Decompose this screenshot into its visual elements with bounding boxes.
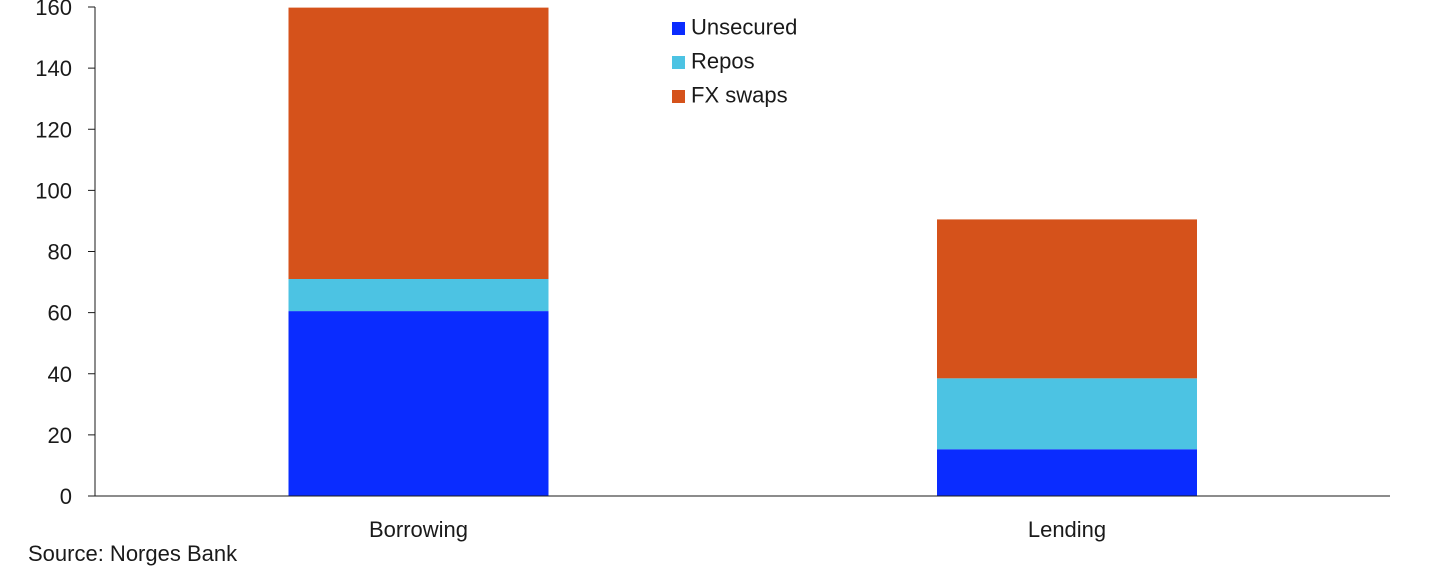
y-tick-label: 140: [35, 56, 72, 81]
y-tick-label: 60: [48, 301, 72, 326]
x-category-label: Lending: [1028, 517, 1106, 542]
axis-layer: 0 20 40 60 80 100 120 140 160 Borrowing Lending: [35, 0, 1390, 542]
y-tick-label: 160: [35, 0, 72, 20]
bar-lending-unsecured: [937, 449, 1197, 496]
legend: Unsecured Repos FX swaps: [672, 15, 797, 108]
x-category-label: Borrowing: [369, 517, 468, 542]
bar-borrowing-fx-swaps: [288, 7, 549, 280]
bar-borrowing-unsecured: [288, 311, 549, 496]
y-tick-label: 0: [60, 484, 72, 509]
y-tick-label: 120: [35, 117, 72, 142]
y-tick-label: 20: [48, 423, 72, 448]
bar-lending-repos: [937, 378, 1197, 450]
legend-swatch-fx-swaps: [672, 90, 685, 103]
bar-lending-fx-swaps: [937, 219, 1197, 379]
legend-label-fx-swaps: FX swaps: [691, 83, 788, 108]
legend-swatch-unsecured: [672, 22, 685, 35]
y-tick-label: 40: [48, 362, 72, 387]
legend-swatch-repos: [672, 56, 685, 69]
bars-layer: [288, 7, 1197, 496]
y-tick-label: 80: [48, 240, 72, 265]
bar-borrowing-repos: [288, 279, 549, 312]
stacked-bar-chart: 0 20 40 60 80 100 120 140 160 Borrowing Lending Un…: [28, 0, 1390, 566]
chart-canvas: 0 20 40 60 80 100 120 140 160 Borrowing Lending Un…: [35, 0, 1390, 542]
legend-label-unsecured: Unsecured: [691, 15, 797, 40]
y-tick-label: 100: [35, 178, 72, 203]
legend-label-repos: Repos: [691, 49, 755, 74]
source-note: Source: Norges Bank: [28, 541, 238, 566]
